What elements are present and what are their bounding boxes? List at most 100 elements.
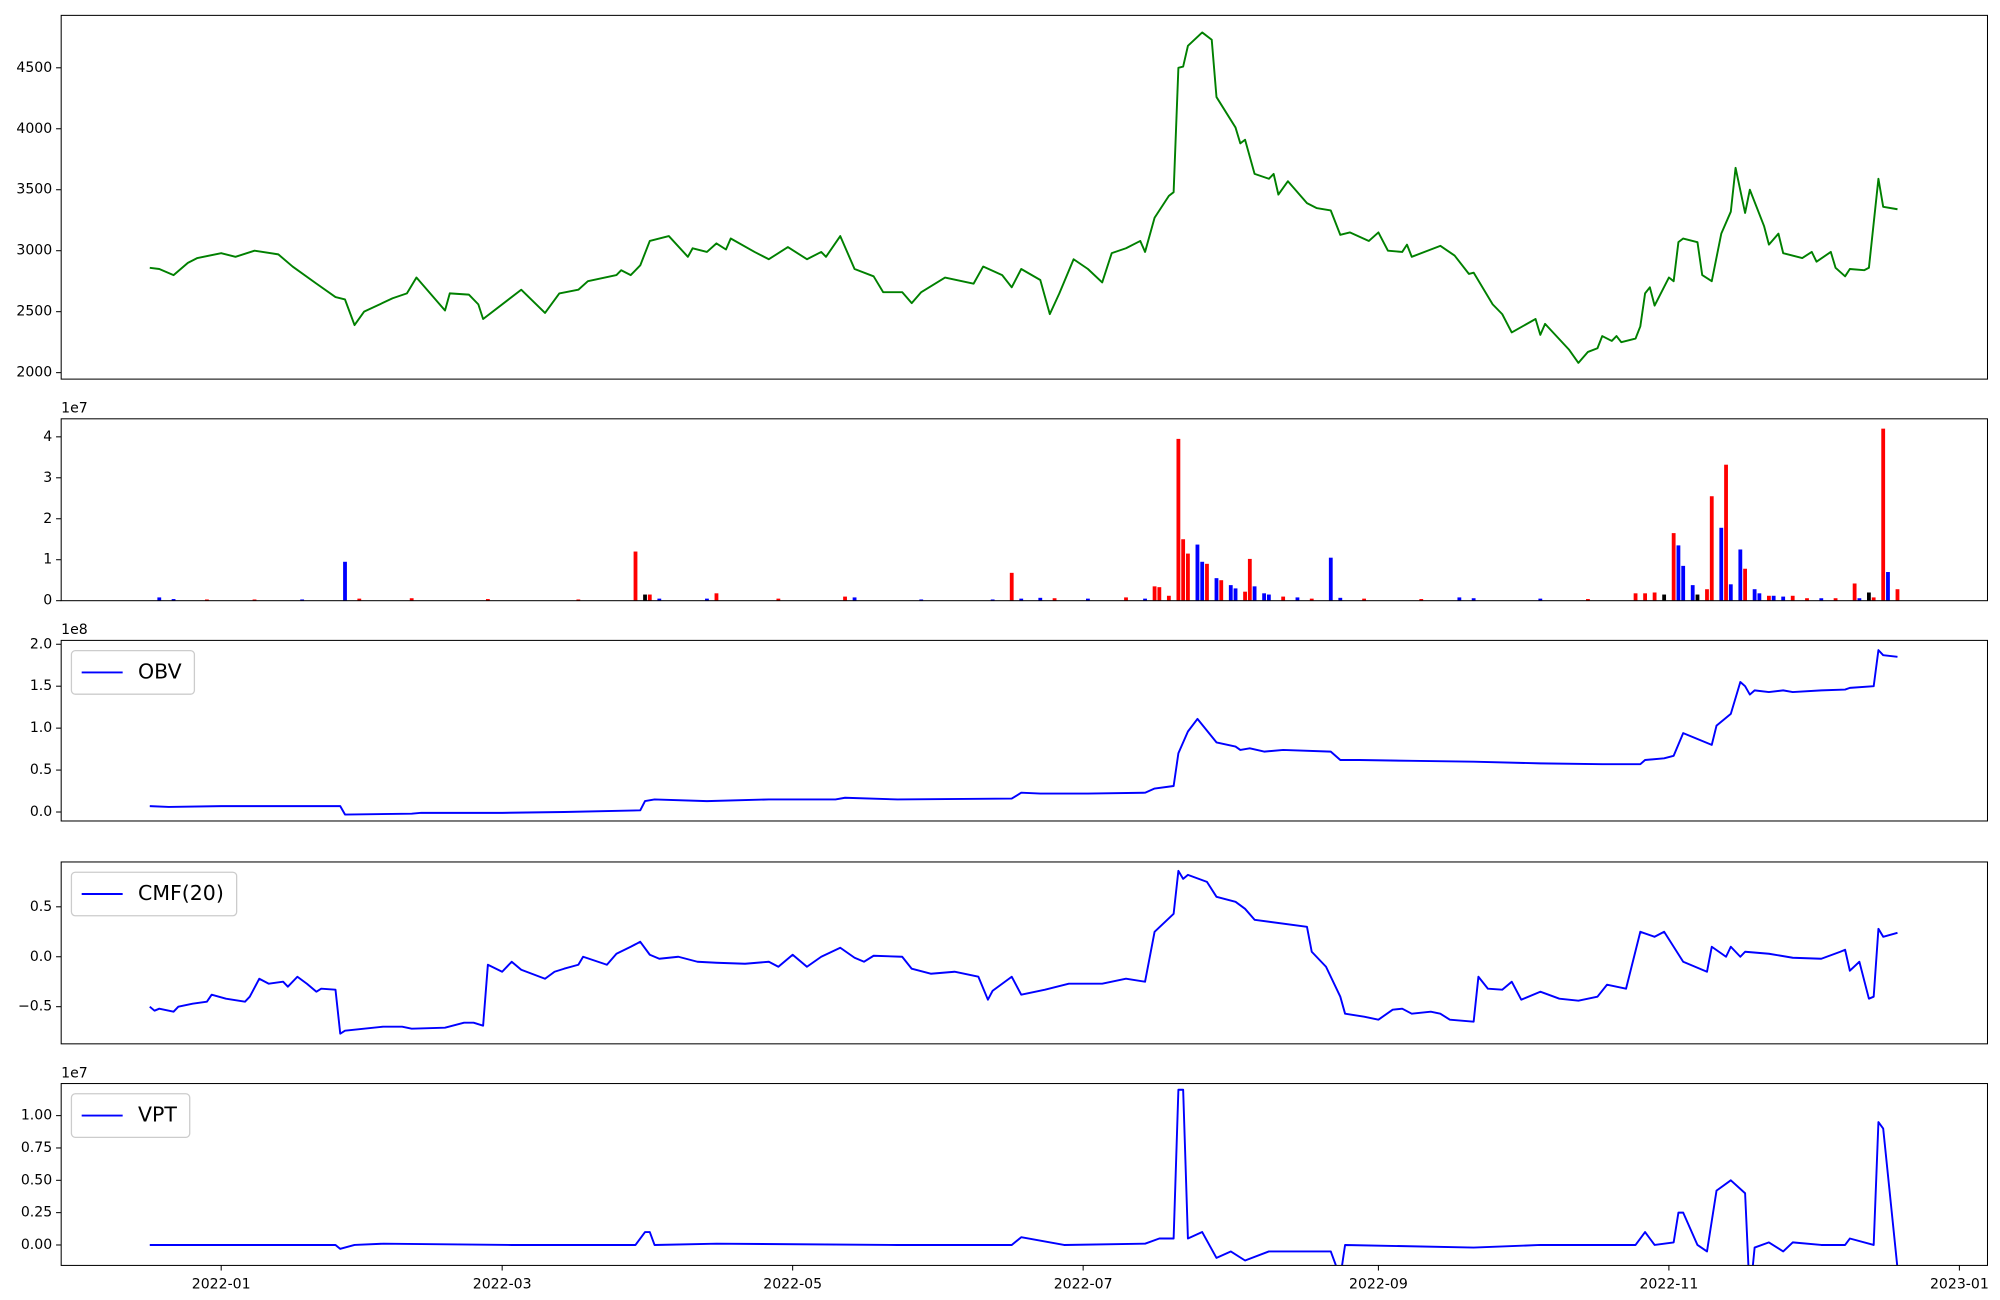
volume-bar — [1019, 598, 1024, 601]
volume-bar — [1881, 428, 1886, 601]
volume-bar — [1886, 572, 1890, 601]
volume-bar — [657, 598, 662, 601]
volume-bar — [1205, 563, 1209, 601]
volume-bar — [576, 599, 581, 601]
legend-box — [70, 871, 238, 917]
volume-bar — [1766, 595, 1771, 601]
volume-bar — [705, 598, 709, 601]
y-tick-label: 0.25 — [21, 1205, 52, 1221]
volume-bar — [1738, 549, 1743, 601]
volume-bar — [1262, 593, 1267, 601]
volume-bar — [852, 597, 857, 601]
volume-bar — [1871, 597, 1876, 601]
volume-bar — [1752, 589, 1757, 601]
axes-frame — [60, 639, 1988, 822]
volume-bar — [1867, 592, 1871, 601]
plot-area — [149, 869, 1898, 1035]
volume-bar — [1709, 496, 1714, 601]
volume-bar — [1228, 585, 1233, 601]
volume-bar — [1690, 585, 1695, 601]
x-tick-label: 2022-07 — [1054, 1277, 1113, 1293]
x-tick-label: 2022-05 — [763, 1277, 822, 1293]
volume-bar — [1200, 561, 1205, 601]
x-tick-label: 2022-09 — [1349, 1277, 1408, 1293]
volume-bar — [1086, 598, 1090, 601]
volume-bar — [1705, 589, 1709, 601]
y-tick-label: 2500 — [16, 304, 52, 320]
axes-frame — [60, 418, 1988, 602]
volume-bar — [1124, 597, 1128, 601]
plot-area — [157, 428, 1900, 601]
x-tick-label: 2023-01 — [1930, 1277, 1989, 1293]
volume-bar — [1266, 594, 1271, 601]
volume-bar — [357, 598, 362, 601]
volume-bar — [1243, 591, 1247, 601]
y-tick-label: 1 — [43, 552, 52, 568]
volume-bar — [1152, 586, 1157, 601]
volume-bar — [1671, 533, 1676, 601]
y-tick-label: −0.5 — [18, 999, 52, 1015]
y-tick-label: 0 — [43, 593, 52, 609]
volume-bar — [1338, 597, 1343, 601]
volume-bar — [343, 561, 347, 601]
volume-bar — [485, 599, 490, 601]
volume-bar — [1719, 527, 1724, 601]
y-tick-label: 3 — [43, 470, 52, 486]
volume-bar — [1586, 599, 1590, 601]
volume-bar — [1176, 438, 1181, 601]
volume-bar — [1157, 587, 1162, 601]
x-tick-label: 2022-11 — [1639, 1277, 1698, 1293]
volume-bar — [1419, 599, 1424, 601]
y-tick-label: 3000 — [16, 243, 52, 259]
volume-bar — [1757, 593, 1762, 601]
volume-bar — [919, 599, 924, 601]
y-tick-label: 0.5 — [30, 899, 52, 915]
volume-bar — [409, 598, 414, 601]
y-tick-label: 0.5 — [30, 762, 52, 778]
series-line — [149, 869, 1898, 1035]
volume-bar — [1676, 545, 1681, 601]
volume-bar — [1166, 595, 1171, 601]
volume-bar — [1009, 572, 1014, 601]
legend-box — [70, 650, 196, 695]
y-tick-label: 4 — [43, 429, 52, 445]
y-tick-label: 3500 — [16, 182, 52, 198]
y-tick-label: 2000 — [16, 365, 52, 381]
x-tick-label: 2022-01 — [192, 1277, 251, 1293]
volume-bar — [1681, 565, 1686, 601]
legend-label: CMF(20) — [138, 881, 224, 905]
volume-bar — [1895, 589, 1900, 601]
volume-bar — [1695, 594, 1700, 601]
volume-bar — [1038, 597, 1043, 601]
volume-bar — [990, 599, 995, 601]
volume-bar — [1186, 553, 1190, 601]
offset-label: 1e7 — [61, 401, 88, 417]
y-tick-label: 2.0 — [30, 636, 52, 652]
volume-bar — [1181, 539, 1186, 601]
volume-bar — [714, 593, 719, 601]
legend-label: OBV — [138, 659, 182, 683]
volume-bar — [1233, 588, 1238, 601]
y-tick-label: 1.5 — [30, 678, 52, 694]
volume-bar — [205, 599, 209, 601]
volume-bar — [1052, 598, 1057, 601]
volume-bar — [843, 596, 847, 601]
legend-label: VPT — [138, 1103, 177, 1127]
series-line — [149, 649, 1898, 816]
volume-bar — [1633, 593, 1638, 601]
volume-bar — [1790, 595, 1795, 601]
y-tick-label: 0.0 — [30, 804, 52, 820]
volume-bar — [1643, 593, 1647, 601]
volume-bar — [1295, 597, 1300, 601]
axes-frame — [60, 14, 1988, 380]
plot-area — [149, 649, 1898, 816]
volume-bar — [157, 597, 162, 601]
volume-bar — [171, 599, 176, 601]
axes-frame — [60, 1083, 1988, 1266]
volume-bar — [1728, 584, 1733, 601]
volume-bar — [1805, 598, 1809, 601]
plot-area — [149, 31, 1898, 364]
volume-bar — [1652, 592, 1657, 601]
y-tick-label: 0.75 — [21, 1140, 52, 1156]
